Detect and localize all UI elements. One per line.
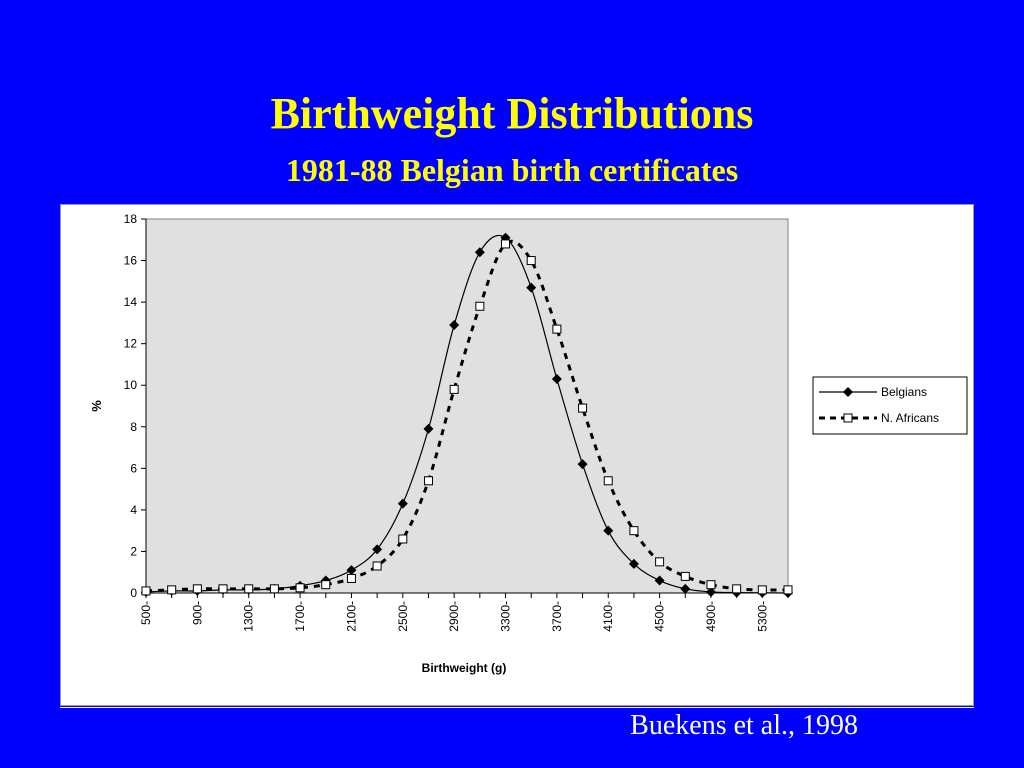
x-tick-label: 900- — [190, 601, 204, 625]
data-point-n-africans — [526, 256, 536, 266]
y-tick-label: 8 — [130, 420, 137, 434]
x-tick-label: 3300- — [499, 601, 513, 632]
data-point-n-africans — [244, 584, 254, 594]
data-point-n-africans — [449, 384, 459, 394]
y-axis: 0 2 4 6 8 10 12 14 16 18 — [124, 212, 147, 600]
plot-area — [145, 218, 789, 594]
y-tick-label: 4 — [130, 503, 137, 517]
legend-label-n-africans: N. Africans — [881, 411, 939, 425]
data-point-n-africans — [218, 584, 228, 594]
x-tick-label: 2500- — [396, 601, 410, 632]
legend: Belgians N. Africans — [812, 376, 968, 435]
data-point-n-africans — [501, 239, 511, 249]
data-point-n-africans — [398, 534, 408, 544]
data-point-belgians — [654, 575, 665, 586]
data-point-belgians — [603, 525, 614, 536]
data-point-belgians — [423, 423, 434, 434]
legend-marker-belgians — [843, 387, 853, 397]
legend-marker-n-africans — [843, 413, 853, 423]
data-point-belgians — [526, 282, 537, 293]
data-point-n-africans — [192, 584, 202, 594]
data-point-n-africans — [475, 301, 485, 311]
data-point-belgians — [474, 247, 485, 258]
birthweight-chart: 0 2 4 6 8 10 12 14 16 18 500- 900- 1300- 1700- 2100- 2… — [89, 212, 968, 675]
x-tick-label: 500- — [139, 601, 153, 625]
data-point-n-africans — [167, 585, 177, 595]
x-tick-label: 4500- — [653, 601, 667, 632]
x-tick-label: 2100- — [344, 601, 358, 632]
x-tick-label: 4900- — [704, 601, 718, 632]
data-point-belgians — [680, 583, 691, 594]
data-point-belgians — [449, 319, 460, 330]
citation: Buekens et al., 1998 — [630, 710, 858, 741]
x-tick-label: 1300- — [242, 601, 256, 632]
series-layer — [141, 232, 793, 598]
y-tick-label: 0 — [130, 586, 137, 600]
data-point-n-africans — [706, 580, 716, 590]
chart-panel: 0 2 4 6 8 10 12 14 16 18 500- 900- 1300- 1700- 2100- 2… — [60, 204, 974, 706]
panel-bottom-rule — [60, 707, 974, 708]
y-tick-label: 18 — [124, 212, 138, 226]
y-axis-label: % — [89, 400, 104, 412]
data-point-n-africans — [295, 583, 305, 593]
data-point-n-africans — [372, 561, 382, 571]
x-axis-label: Birthweight (g) — [422, 661, 507, 675]
y-tick-label: 2 — [130, 544, 137, 558]
data-point-belgians — [705, 586, 716, 597]
x-axis: 500- 900- 1300- 1700- 2100- 2500- 2900- 3300- 37… — [139, 592, 789, 632]
data-point-n-africans — [141, 586, 151, 596]
x-tick-label: 5300- — [755, 601, 769, 632]
data-point-n-africans — [423, 476, 433, 486]
data-point-n-africans — [578, 403, 588, 413]
data-point-belgians — [577, 459, 588, 470]
data-point-n-africans — [346, 573, 356, 583]
y-tick-label: 10 — [124, 378, 138, 392]
y-tick-label: 16 — [124, 254, 138, 268]
x-tick-label: 2900- — [447, 601, 461, 632]
x-tick-label: 4100- — [601, 601, 615, 632]
data-point-n-africans — [655, 557, 665, 567]
data-point-n-africans — [552, 324, 562, 334]
x-tick-label: 1700- — [293, 601, 307, 632]
data-point-n-africans — [603, 476, 613, 486]
slide-subtitle: 1981-88 Belgian birth certificates — [285, 152, 739, 188]
data-point-n-africans — [269, 584, 279, 594]
slide-title: Birthweight Distributions — [270, 89, 754, 138]
y-tick-label: 14 — [124, 295, 138, 309]
data-point-belgians — [397, 498, 408, 509]
series-line-n-africans — [145, 239, 789, 593]
legend-label-belgians: Belgians — [881, 385, 927, 399]
data-point-n-africans — [321, 580, 331, 590]
data-point-n-africans — [783, 585, 793, 595]
y-tick-label: 12 — [124, 337, 138, 351]
data-point-belgians — [372, 544, 383, 555]
x-tick-label: 3700- — [550, 601, 564, 632]
data-point-n-africans — [732, 584, 742, 594]
data-point-belgians — [346, 565, 357, 576]
data-point-n-africans — [680, 571, 690, 581]
data-point-n-africans — [629, 526, 639, 536]
legend-box — [812, 376, 968, 435]
data-point-n-africans — [757, 585, 767, 595]
y-tick-label: 6 — [130, 461, 137, 475]
data-point-belgians — [628, 558, 639, 569]
data-point-belgians — [551, 373, 562, 384]
